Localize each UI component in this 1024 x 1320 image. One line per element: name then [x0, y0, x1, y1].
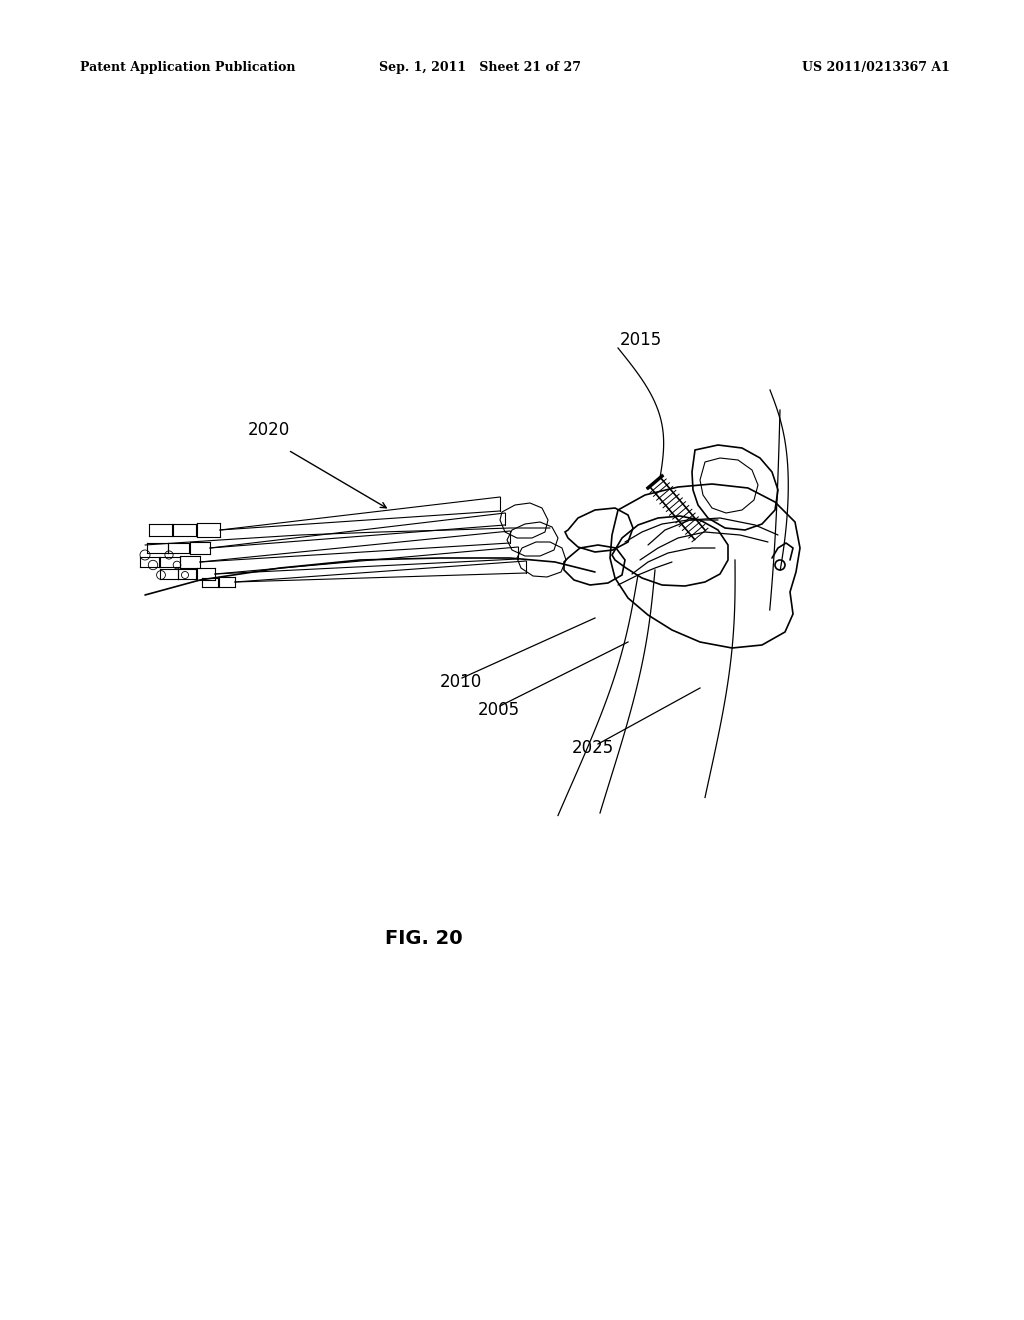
Text: FIG. 20: FIG. 20	[385, 928, 463, 948]
Text: 2015: 2015	[620, 331, 663, 348]
Text: US 2011/0213367 A1: US 2011/0213367 A1	[802, 62, 950, 74]
Text: Sep. 1, 2011   Sheet 21 of 27: Sep. 1, 2011 Sheet 21 of 27	[379, 62, 581, 74]
Text: 2020: 2020	[248, 421, 290, 440]
Text: 2010: 2010	[440, 673, 482, 690]
Text: 2005: 2005	[478, 701, 520, 719]
Text: 2025: 2025	[572, 739, 614, 756]
Text: Patent Application Publication: Patent Application Publication	[80, 62, 296, 74]
